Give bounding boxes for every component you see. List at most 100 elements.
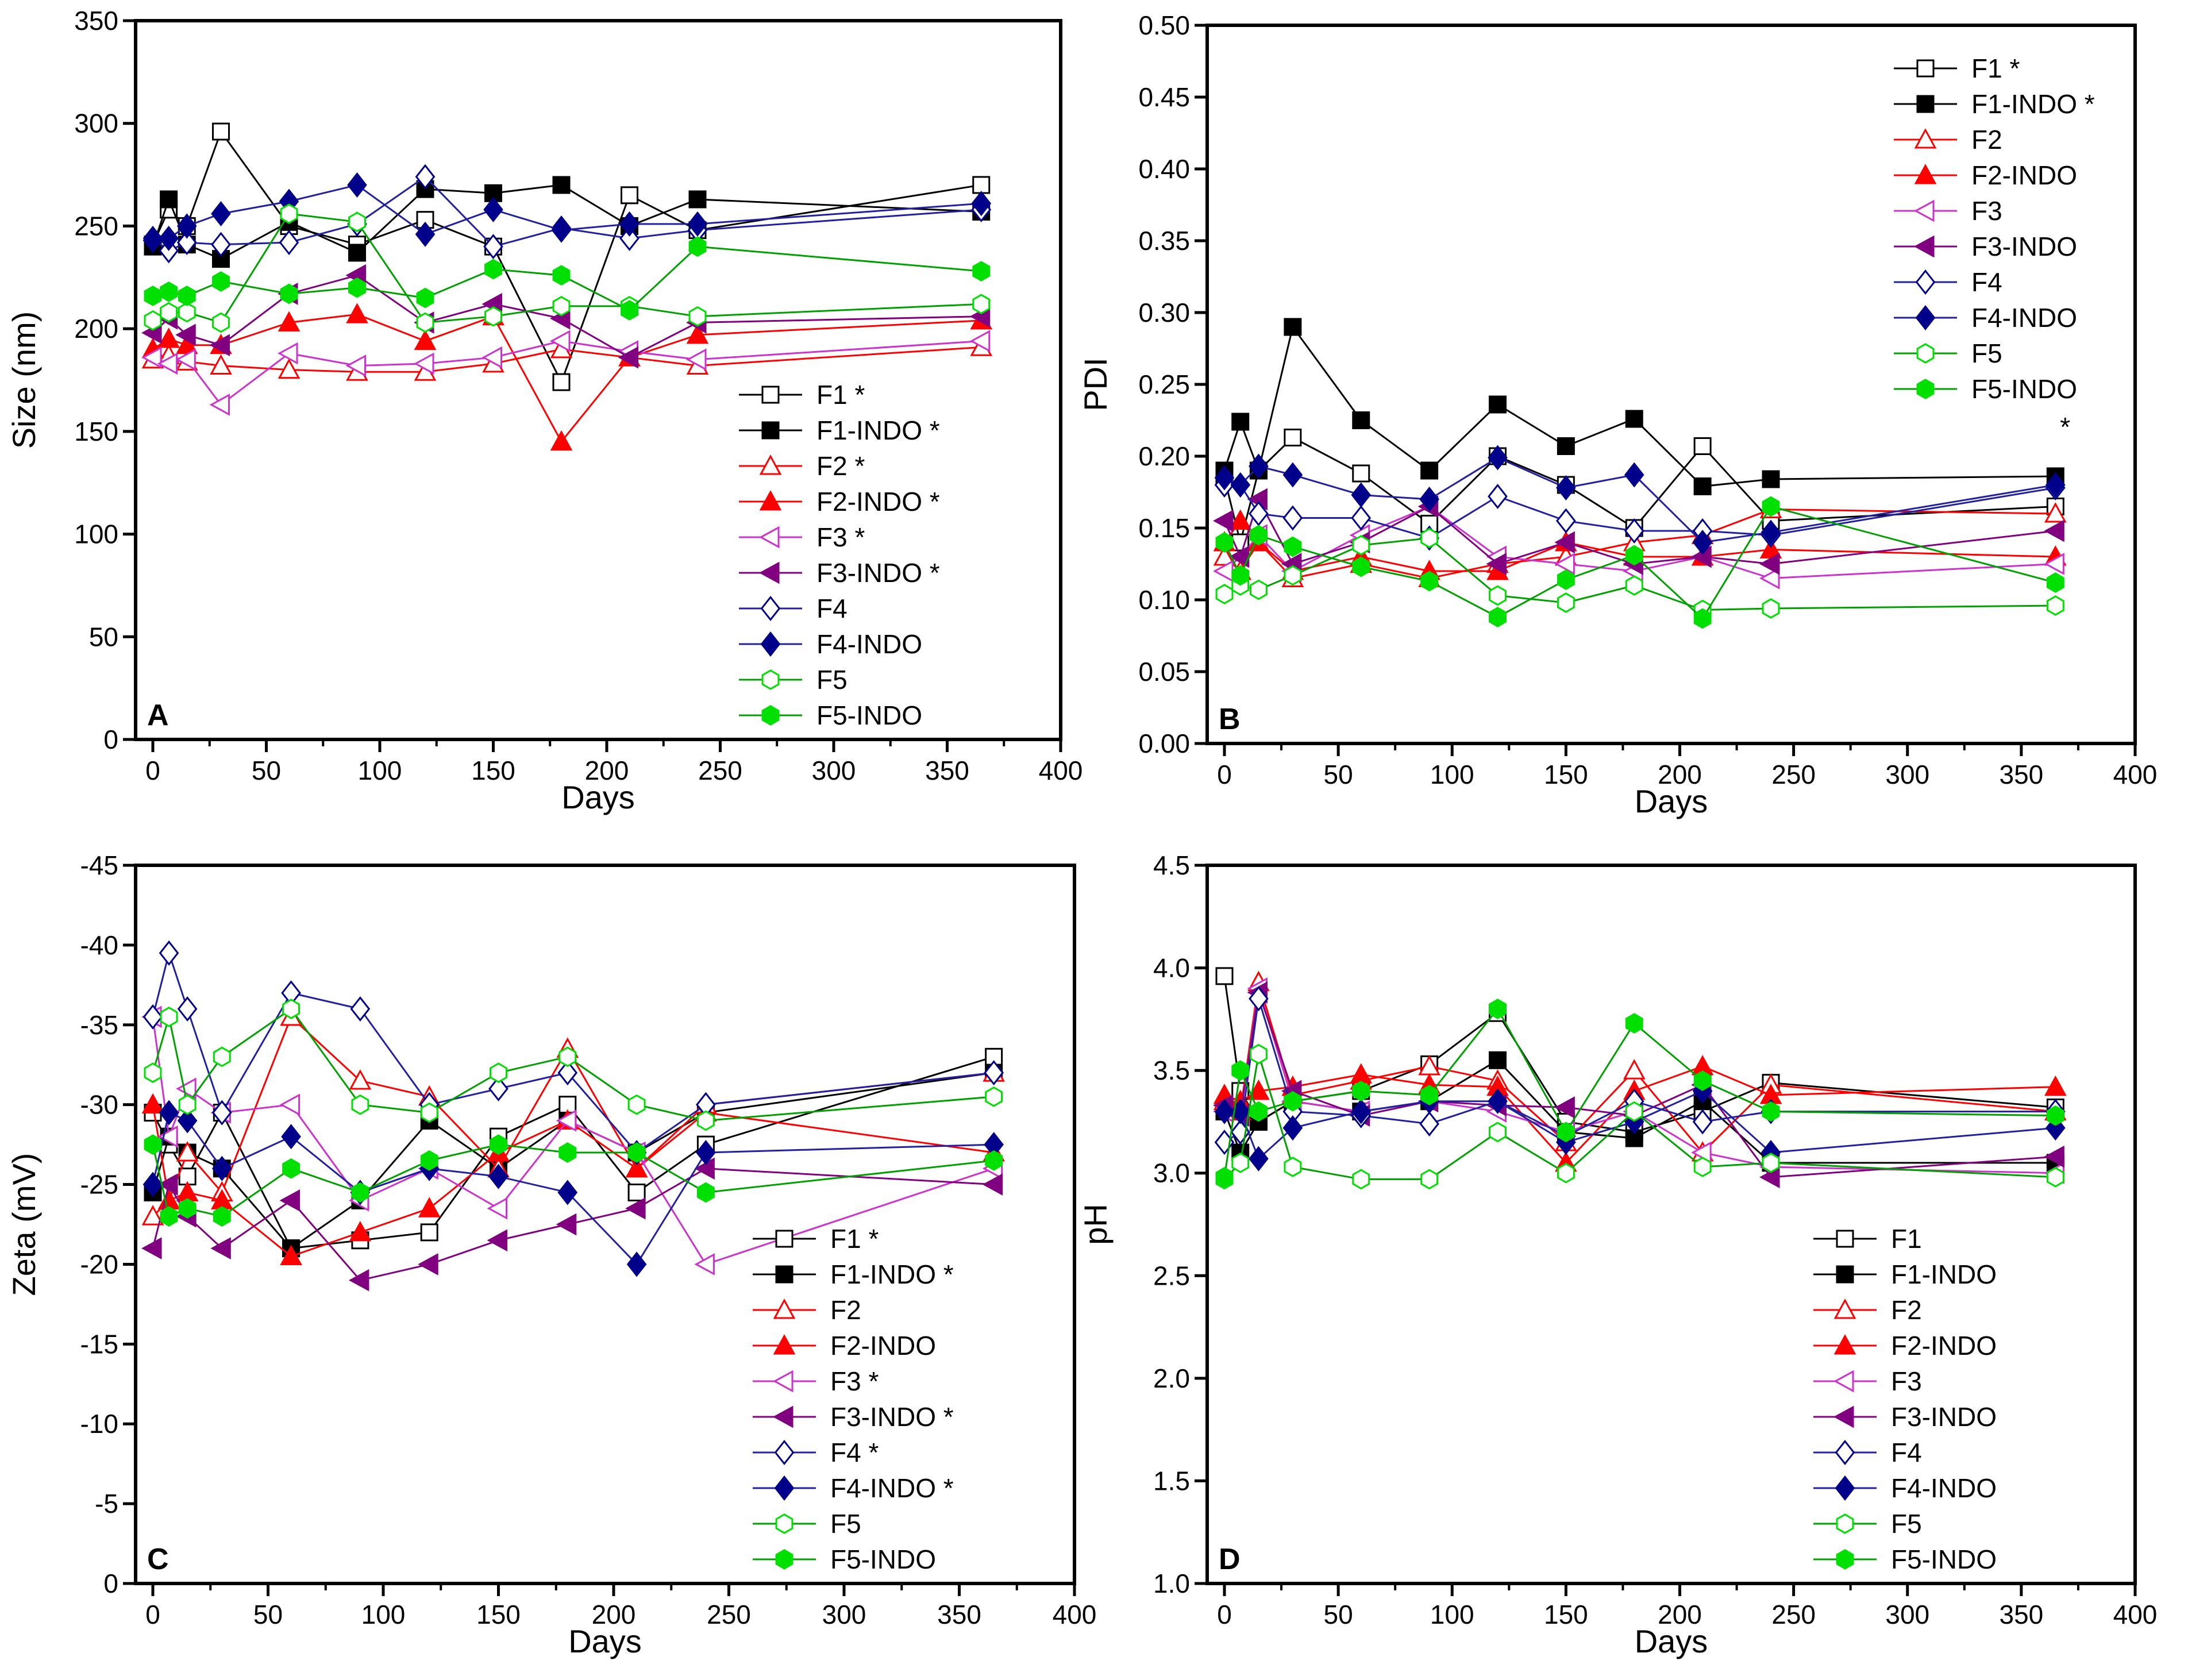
legend-marker <box>1916 379 1935 399</box>
x-tick-label: 150 <box>1544 1600 1588 1629</box>
data-point <box>1554 531 1575 554</box>
y-tick-label: 150 <box>74 417 118 446</box>
data-point <box>2044 519 2064 542</box>
data-point <box>1231 565 1250 586</box>
data-point <box>557 1060 578 1086</box>
plot-frame <box>1205 864 2137 1585</box>
data-point <box>1625 1101 1643 1122</box>
data-point <box>1231 413 1250 431</box>
x-tick-label: 300 <box>1885 1600 1929 1629</box>
data-point <box>2046 1105 2064 1126</box>
data-point <box>1284 1091 1302 1112</box>
panel-c: 0 50 100 150 200 250 300 350 400 0 -5 -10 -15 -20 -25 -… <box>6 850 1096 1659</box>
legend-marker <box>1914 235 1935 258</box>
y-tick-label: 350 <box>74 6 118 36</box>
data-point <box>1554 553 1575 575</box>
legend-marker <box>775 1265 793 1284</box>
legend-marker <box>760 595 781 622</box>
series-line <box>1223 1054 2056 1180</box>
data-point <box>211 1100 232 1126</box>
data-point <box>159 225 179 251</box>
y-tick-label: -15 <box>80 1329 118 1359</box>
x-axis-title: Days <box>568 1623 642 1659</box>
x-tick-label: 150 <box>476 1600 521 1629</box>
data-point <box>1249 1146 1269 1172</box>
data-point <box>209 394 230 416</box>
legend-marker <box>1833 1334 1856 1355</box>
data-point <box>985 1150 1003 1171</box>
data-point <box>971 191 992 217</box>
legend-marker <box>1836 1549 1854 1570</box>
data-point <box>686 323 709 344</box>
x-tick-label: 300 <box>1885 760 1929 789</box>
legend-label: F2-INDO <box>1891 1331 1997 1361</box>
legend-marker <box>1916 343 1935 364</box>
data-point <box>1282 462 1303 488</box>
data-point <box>1488 483 1508 510</box>
data-point <box>1284 536 1302 557</box>
x-tick-label: 200 <box>1658 760 1702 789</box>
y-tick-label: 0.40 <box>1138 154 1190 184</box>
legend-marker <box>1836 1230 1854 1248</box>
data-point <box>625 1157 648 1178</box>
y-tick-label: 200 <box>74 314 118 344</box>
x-tick-label: 150 <box>471 756 515 785</box>
data-point <box>984 1060 1004 1086</box>
data-point <box>349 1069 372 1090</box>
x-tick-label: 100 <box>358 756 402 785</box>
panel-a: 0 50 100 150 200 250 300 350 400 0 50 100 150 200 250 3… <box>6 6 1083 815</box>
data-point <box>175 348 196 371</box>
data-point <box>2044 502 2067 523</box>
y-tick-label: 250 <box>74 211 118 241</box>
y-tick-label: 2.5 <box>1153 1261 1190 1290</box>
legend-marker <box>1833 1298 1856 1319</box>
series-f5 <box>144 999 1003 1131</box>
data-point <box>178 302 196 323</box>
data-point <box>348 1269 369 1292</box>
legend-marker <box>1915 269 1936 295</box>
data-point <box>694 1253 715 1276</box>
data-point <box>351 1094 369 1115</box>
y-tick-label: 0.10 <box>1138 585 1190 615</box>
data-point <box>1693 477 1712 495</box>
series-f1-indo <box>144 176 991 268</box>
data-point <box>212 312 230 333</box>
x-tick-label: 50 <box>253 1600 283 1629</box>
data-point <box>420 1102 438 1123</box>
x-tick-label: 100 <box>1430 760 1474 789</box>
y-tick-label: 0.30 <box>1138 298 1190 327</box>
data-point <box>1282 1115 1303 1141</box>
y-tick-label: 0.45 <box>1138 82 1190 112</box>
legend-marker <box>761 386 780 404</box>
data-point <box>1214 1099 1235 1124</box>
data-point <box>619 211 640 237</box>
x-axis-title: Days <box>561 779 635 815</box>
data-point <box>278 311 301 332</box>
data-point <box>416 312 434 333</box>
legend-label: F4-INDO * <box>830 1473 954 1503</box>
legend-label: F2 <box>1891 1295 1922 1325</box>
data-point <box>178 286 196 306</box>
legend-label: F2-INDO * <box>816 487 940 517</box>
data-point <box>348 211 366 233</box>
legend-label: F3 * <box>830 1366 879 1396</box>
x-tick-label: 250 <box>707 1600 751 1629</box>
x-tick-label: 350 <box>2000 1600 2044 1629</box>
data-point <box>551 217 572 243</box>
y-tick-label: 0.15 <box>1138 513 1190 543</box>
data-point <box>490 1062 507 1083</box>
legend-marker <box>1835 1439 1855 1466</box>
data-point <box>1352 411 1370 429</box>
legend-marker <box>1914 164 1937 184</box>
data-point <box>1759 538 1782 558</box>
y-tick-label: 3.0 <box>1153 1158 1190 1188</box>
y-axis-title: pH <box>1077 1204 1114 1245</box>
legend-marker <box>1914 128 1937 149</box>
data-point <box>627 1183 646 1201</box>
data-point <box>1419 1111 1439 1137</box>
y-tick-label: 0.20 <box>1138 441 1190 471</box>
data-point <box>177 996 198 1022</box>
legend-label: F3 * <box>816 522 865 552</box>
data-point <box>696 1110 715 1131</box>
legend-label: F4-INDO <box>816 629 922 659</box>
